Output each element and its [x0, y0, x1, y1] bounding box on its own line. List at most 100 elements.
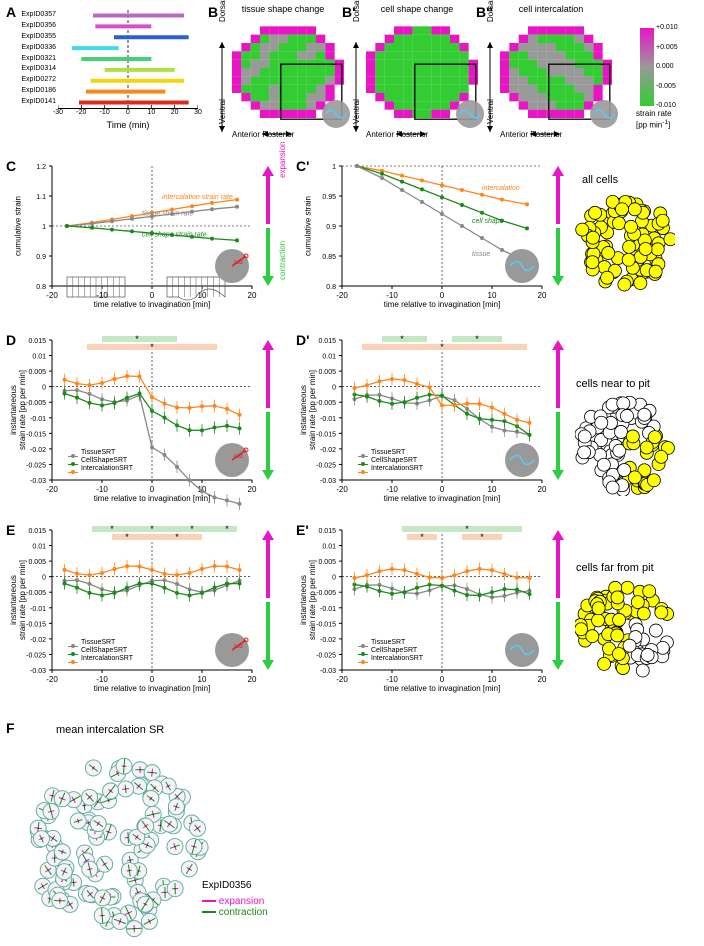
svg-text:-10: -10 — [96, 485, 108, 494]
svg-text:*: * — [465, 524, 469, 534]
svg-text:0: 0 — [42, 575, 46, 582]
svg-text:1.1: 1.1 — [36, 194, 46, 201]
panel-f: F mean intercalation SR ExpID0356 expans… — [6, 720, 286, 940]
svg-text:-0.015: -0.015 — [316, 621, 336, 628]
svg-text:0: 0 — [332, 575, 336, 582]
svg-text:*: * — [400, 334, 404, 344]
svg-text:-0.03: -0.03 — [320, 668, 336, 675]
svg-text:0.8: 0.8 — [326, 284, 336, 291]
svg-text:-20: -20 — [46, 485, 58, 494]
svg-text:-0.02: -0.02 — [320, 447, 336, 454]
svg-text:0.01: 0.01 — [32, 544, 46, 551]
svg-text:1: 1 — [42, 224, 46, 231]
label-b0: B — [208, 4, 218, 20]
svg-text:10: 10 — [488, 675, 497, 684]
legend-expansion: expansion — [202, 896, 268, 907]
svg-text:-0.025: -0.025 — [26, 462, 46, 469]
svg-text:-0.03: -0.03 — [30, 668, 46, 675]
svg-text:-0.02: -0.02 — [30, 637, 46, 644]
svg-text:-0.005: -0.005 — [316, 590, 336, 597]
legend-contraction: contraction — [202, 907, 268, 918]
svg-text:intercalation: intercalation — [482, 185, 520, 192]
all-cells-graphic — [575, 192, 675, 292]
svg-text:0.005: 0.005 — [318, 369, 336, 376]
svg-text:-10: -10 — [96, 675, 108, 684]
svg-text:0: 0 — [440, 675, 445, 684]
svg-text:rad: rad — [234, 644, 243, 650]
svg-text:0.9: 0.9 — [326, 224, 336, 231]
svg-text:0: 0 — [440, 485, 445, 494]
panel-a-chart — [58, 10, 198, 108]
svg-text:10: 10 — [488, 485, 497, 494]
panel-f-title: mean intercalation SR — [56, 724, 164, 736]
svg-text:20: 20 — [248, 485, 257, 494]
svg-text:*: * — [150, 342, 154, 352]
exp-id-label: ExpID0141 — [6, 97, 56, 108]
svg-text:*: * — [110, 524, 114, 534]
svg-text:*: * — [475, 334, 479, 344]
svg-text:0.95: 0.95 — [322, 194, 336, 201]
svg-text:0.9: 0.9 — [36, 254, 46, 261]
svg-text:0.01: 0.01 — [32, 354, 46, 361]
svg-text:20: 20 — [538, 291, 547, 300]
svg-text:-20: -20 — [46, 675, 58, 684]
svg-text:rad: rad — [234, 454, 243, 460]
panel-b1: B' cell shape change Dorsal Ventral Ante… — [356, 4, 478, 144]
svg-text:0.85: 0.85 — [322, 254, 336, 261]
svg-text:-20: -20 — [336, 485, 348, 494]
svg-text:intercalation strain rate: intercalation strain rate — [162, 194, 233, 201]
exp-id-label: ExpID0336 — [6, 43, 56, 54]
exp-id-label: ExpID0321 — [6, 54, 56, 65]
svg-text:20: 20 — [538, 485, 547, 494]
svg-text:*: * — [190, 524, 194, 534]
svg-text:-0.01: -0.01 — [30, 606, 46, 613]
svg-text:rad: rad — [234, 260, 243, 266]
exp-id-label: ExpID0356 — [6, 21, 56, 32]
svg-text:-0.025: -0.025 — [316, 652, 336, 659]
svg-text:-0.03: -0.03 — [320, 478, 336, 485]
svg-text:cell shape strain rate: cell shape strain rate — [142, 232, 207, 239]
near-pit-graphic — [575, 396, 675, 496]
svg-text:*: * — [150, 524, 154, 534]
svg-text:*: * — [225, 524, 229, 534]
svg-text:-10: -10 — [386, 485, 398, 494]
panel-a: A ExpID0357ExpID0356ExpID0355ExpID0336Ex… — [6, 4, 206, 124]
svg-text:10: 10 — [198, 675, 207, 684]
svg-text:*: * — [440, 342, 444, 352]
svg-text:-0.015: -0.015 — [26, 621, 46, 628]
svg-text:-20: -20 — [336, 291, 348, 300]
svg-text:-0.005: -0.005 — [26, 590, 46, 597]
panel-f-exp: ExpID0356 — [202, 880, 251, 891]
svg-text:-0.03: -0.03 — [30, 478, 46, 485]
svg-text:-0.025: -0.025 — [26, 652, 46, 659]
exp-id-label: ExpID0355 — [6, 32, 56, 43]
svg-text:0.005: 0.005 — [28, 369, 46, 376]
svg-text:1: 1 — [332, 164, 336, 171]
svg-text:0: 0 — [150, 485, 155, 494]
svg-text:-20: -20 — [336, 675, 348, 684]
svg-text:*: * — [135, 334, 139, 344]
svg-text:1.2: 1.2 — [36, 164, 46, 171]
exp-id-label: ExpID0272 — [6, 75, 56, 86]
svg-text:-0.015: -0.015 — [26, 431, 46, 438]
label-f: F — [6, 720, 15, 736]
svg-text:*: * — [480, 532, 484, 542]
colorbar-label: strain rate[pp min-1] — [636, 110, 704, 130]
svg-text:-0.02: -0.02 — [320, 637, 336, 644]
svg-text:-0.015: -0.015 — [316, 431, 336, 438]
svg-text:-0.01: -0.01 — [320, 606, 336, 613]
svg-text:20: 20 — [248, 291, 257, 300]
svg-text:*: * — [175, 532, 179, 542]
svg-text:-0.005: -0.005 — [26, 400, 46, 407]
panel-b-title: cell shape change — [356, 4, 478, 14]
svg-text:0.8: 0.8 — [36, 284, 46, 291]
svg-text:-0.01: -0.01 — [320, 416, 336, 423]
svg-text:0.015: 0.015 — [318, 338, 336, 345]
colorbar: +0.010+0.0050.000-0.005-0.010 strain rat… — [640, 22, 700, 122]
svg-text:-10: -10 — [386, 675, 398, 684]
panel-b-title: cell intercalation — [490, 4, 612, 14]
exp-id-label: ExpID0186 — [6, 86, 56, 97]
svg-text:10: 10 — [488, 291, 497, 300]
panel-a-xlabel: Time (min) — [58, 120, 198, 130]
svg-text:-0.005: -0.005 — [316, 400, 336, 407]
